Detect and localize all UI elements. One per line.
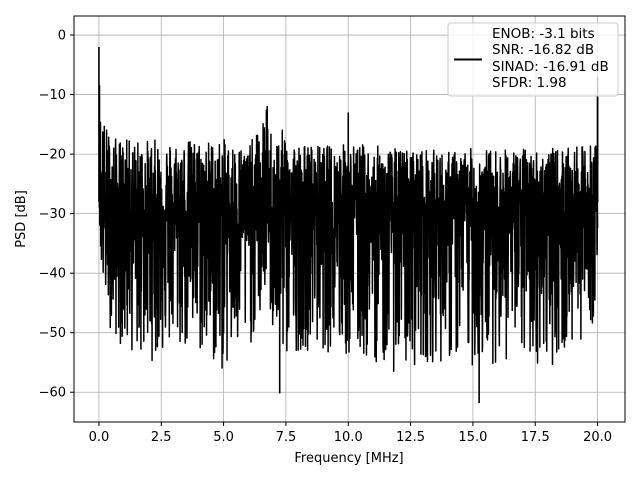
y-axis-label: PSD [dB]: [14, 190, 29, 248]
x-tick-label: 0.0: [89, 430, 110, 445]
y-tick-label: 0: [58, 29, 66, 44]
x-tick-label: 15.0: [458, 430, 487, 445]
y-tick-label: −10: [39, 88, 66, 103]
x-tick-label: 12.5: [396, 430, 425, 445]
x-tick-label: 20.0: [583, 430, 612, 445]
legend-line-sfdr: SFDR: 1.98: [492, 75, 567, 91]
y-tick-label: −50: [39, 326, 66, 341]
y-tick-label: −30: [39, 207, 66, 222]
x-axis-ticks: 0.0 2.5 5.0 7.5 10.0 12.5 15.0 17.5 20.0: [89, 422, 612, 445]
psd-trace-group: [98, 46, 599, 403]
y-tick-label: −20: [39, 148, 66, 163]
x-tick-label: 7.5: [276, 430, 297, 445]
legend-line-snr: SNR: -16.82 dB: [492, 42, 594, 58]
plot-frame: [73, 15, 626, 423]
legend-line-enob: ENOB: -3.1 bits: [492, 26, 595, 42]
x-tick-label: 5.0: [213, 430, 234, 445]
legend-box: [447, 22, 619, 97]
y-axis-ticks: 0 −10 −20 −30 −40 −50 −60: [39, 29, 74, 401]
x-axis-label: Frequency [MHz]: [294, 451, 403, 466]
x-tick-label: 10.0: [334, 430, 363, 445]
legend-line-sinad: SINAD: -16.91 dB: [492, 59, 609, 75]
legend: ENOB: -3.1 bits SNR: -16.82 dB SINAD: -1…: [447, 22, 619, 97]
y-tick-label: −60: [39, 386, 66, 401]
x-tick-label: 2.5: [151, 430, 172, 445]
x-tick-label: 17.5: [521, 430, 550, 445]
y-tick-label: −40: [39, 267, 66, 282]
